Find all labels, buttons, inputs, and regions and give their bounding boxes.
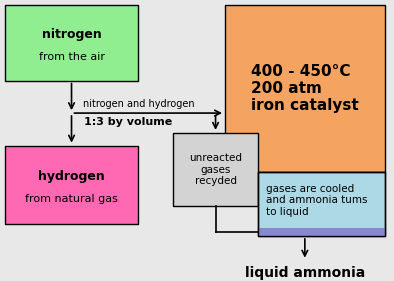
Text: nitrogen and hydrogen: nitrogen and hydrogen	[83, 99, 194, 109]
Text: liquid ammonia: liquid ammonia	[245, 266, 365, 280]
Text: 1:3 by volume: 1:3 by volume	[84, 117, 173, 127]
Bar	[5, 5, 138, 81]
Text: nitrogen: nitrogen	[42, 28, 101, 41]
Text: hydrogen: hydrogen	[38, 170, 105, 183]
Text: from natural gas: from natural gas	[25, 194, 118, 204]
Text: gases are cooled
and ammonia tums
to liquid: gases are cooled and ammonia tums to liq…	[266, 183, 368, 217]
Bar	[258, 228, 385, 236]
Text: from the air: from the air	[39, 52, 104, 62]
Text: unreacted
gases
recyded: unreacted gases recyded	[189, 153, 242, 186]
Bar	[258, 172, 385, 236]
Bar	[5, 146, 138, 224]
Text: 400 - 450°C
200 atm
iron catalyst: 400 - 450°C 200 atm iron catalyst	[251, 64, 359, 114]
Bar	[173, 133, 258, 207]
Bar	[258, 172, 385, 236]
Bar	[225, 5, 385, 172]
